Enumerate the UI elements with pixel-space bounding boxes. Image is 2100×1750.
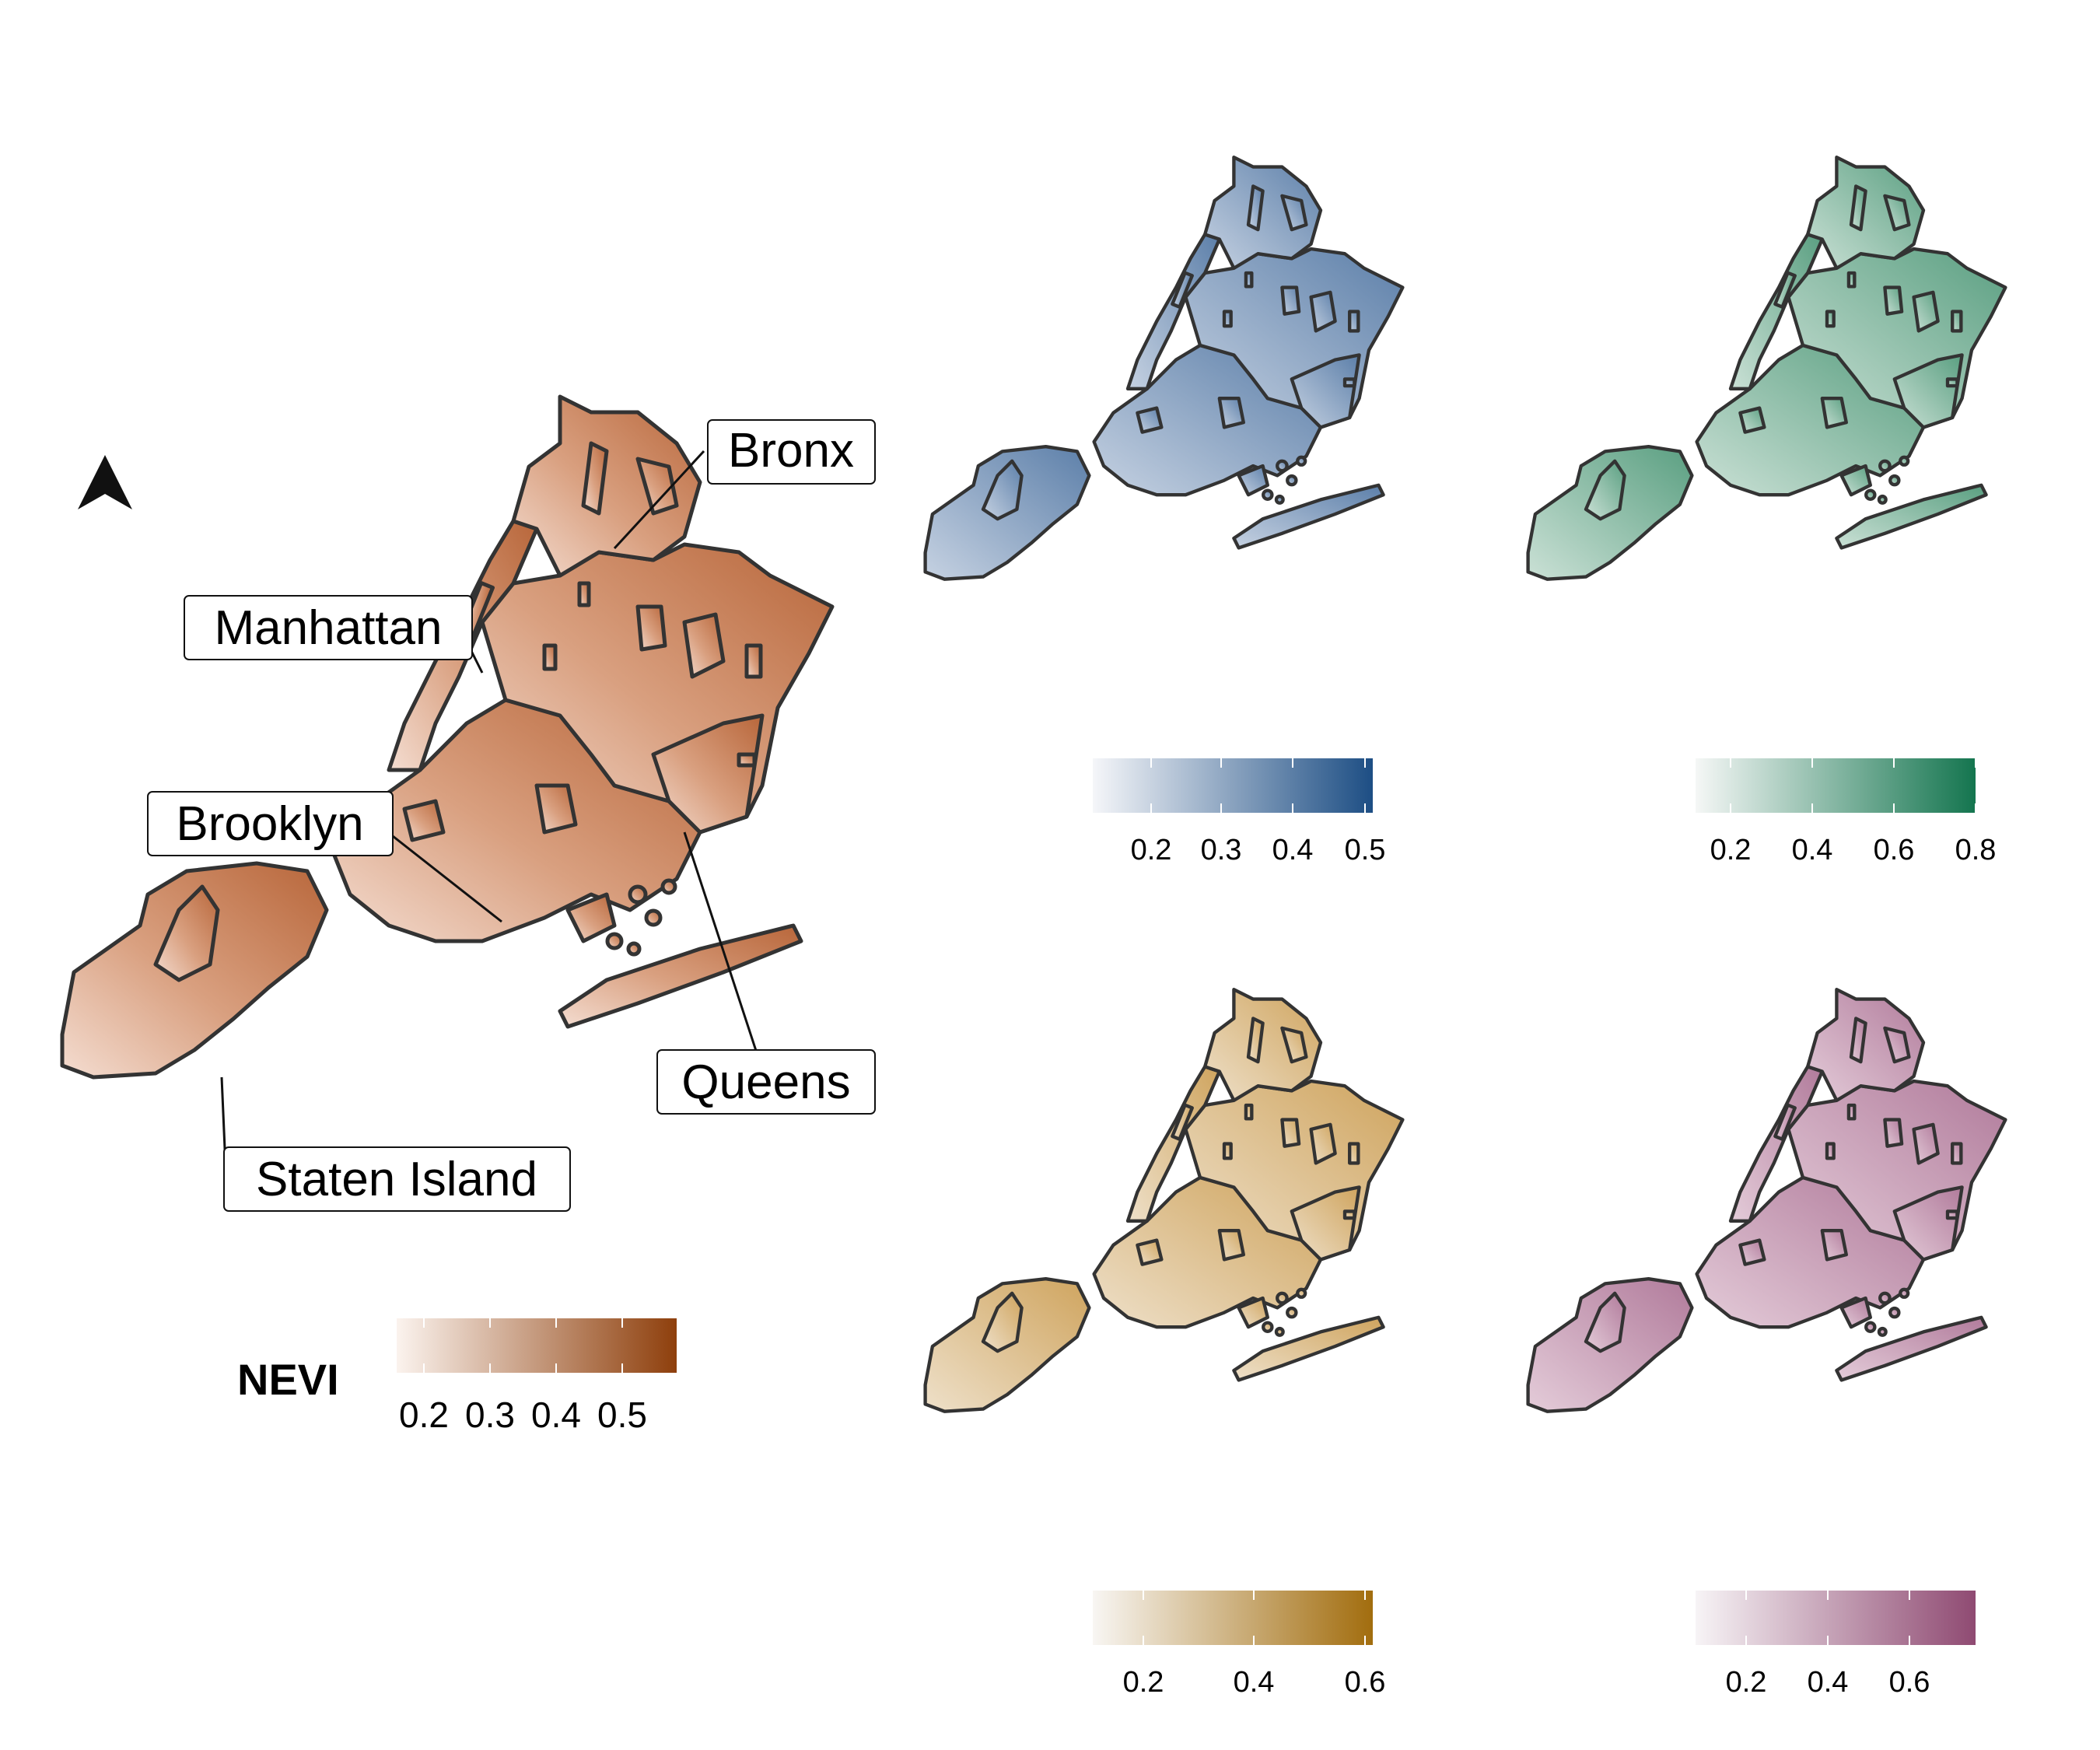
borough-label-brooklyn: Brooklyn <box>147 791 394 856</box>
small-legends: 0.2 0.3 0.4 0.5 0.2 0.4 0.6 0.80.2 0.4 0.6 0.2 0.4 0… <box>1093 758 1996 1699</box>
small-map-top-left <box>926 157 1403 579</box>
small-legend-bar <box>1696 758 1976 813</box>
small-map-bottom-left <box>926 989 1403 1412</box>
small-legend-bar <box>1093 1591 1373 1645</box>
borough-label-queens-text: Queens <box>681 1055 850 1109</box>
small-legend-tick-label: 0.6 <box>1874 834 1915 866</box>
small-map-top-right <box>1528 157 2006 579</box>
main-map-shapes <box>62 397 832 1077</box>
small-legend-tick-label: 0.4 <box>1792 834 1833 866</box>
small-legend-top-right: 0.2 0.4 0.6 0.8 <box>1696 758 1996 866</box>
small-legend-tick-label: 0.3 <box>1201 834 1242 866</box>
borough-label-staten-island-text: Staten Island <box>256 1153 537 1206</box>
small-legend-tick-label: 0.2 <box>1123 1666 1164 1699</box>
small-legend-bar <box>1093 758 1373 813</box>
borough-label-bronx: Bronx <box>707 419 876 485</box>
small-legend-tick-label: 0.8 <box>1955 834 1997 866</box>
main-map <box>62 397 832 1077</box>
borough-label-brooklyn-text: Brooklyn <box>176 797 363 851</box>
small-legend-top-left: 0.2 0.3 0.4 0.5 <box>1093 758 1385 866</box>
small-map-bottom-right <box>1528 989 2006 1412</box>
borough-label-manhattan-text: Manhattan <box>215 601 443 655</box>
main-legend-tick-label: 0.4 <box>531 1395 581 1435</box>
borough-label-queens: Queens <box>656 1049 876 1115</box>
small-legend-tick-label: 0.5 <box>1345 834 1386 866</box>
small-legend-tick-label: 0.4 <box>1272 834 1314 866</box>
main-legend-ticks: 0.2 0.3 0.4 0.5 <box>399 1318 647 1435</box>
borough-label-bronx-text: Bronx <box>728 424 854 478</box>
small-legend-tick-label: 0.6 <box>1345 1666 1386 1699</box>
main-legend-bar <box>397 1318 677 1373</box>
legend-title: NEVI <box>237 1355 339 1404</box>
main-legend-tick-label: 0.3 <box>465 1395 515 1435</box>
small-legend-tick-label: 0.2 <box>1726 1666 1767 1699</box>
main-legend-tick-label: 0.5 <box>597 1395 647 1435</box>
small-legend-tick-label: 0.2 <box>1710 834 1752 866</box>
main-legend-tick-label: 0.2 <box>399 1395 449 1435</box>
small-legend-bottom-right: 0.2 0.4 0.6 <box>1696 1591 1976 1699</box>
borough-label-staten-island: Staten Island <box>223 1146 571 1212</box>
small-legend-bottom-left: 0.2 0.4 0.6 <box>1093 1591 1385 1699</box>
north-arrow-icon <box>78 455 132 509</box>
small-legend-tick-label: 0.6 <box>1889 1666 1930 1699</box>
leader-lines <box>220 450 760 1167</box>
small-legend-tick-label: 0.2 <box>1131 834 1172 866</box>
main-legend: NEVI 0.2 0.3 0.4 0.5 <box>237 1318 677 1435</box>
borough-label-manhattan: Manhattan <box>184 595 473 660</box>
small-legend-bar <box>1696 1591 1976 1645</box>
small-legend-tick-label: 0.4 <box>1808 1666 1849 1699</box>
small-legend-tick-label: 0.4 <box>1234 1666 1275 1699</box>
nyc-boroughs-main <box>62 397 832 1077</box>
